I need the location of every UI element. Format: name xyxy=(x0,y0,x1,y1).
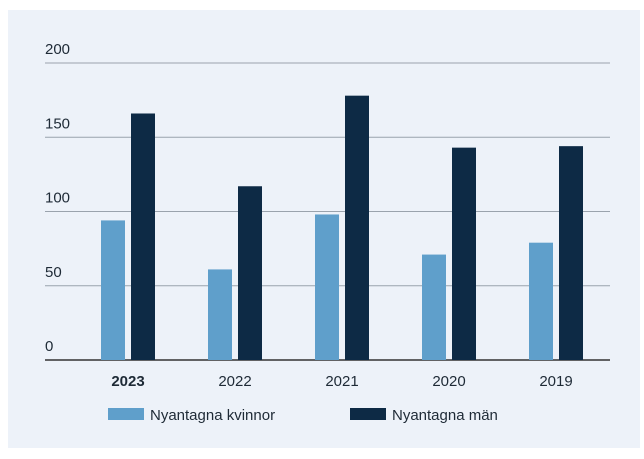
bar xyxy=(208,269,232,360)
x-tick-label: 2020 xyxy=(432,373,465,390)
bar xyxy=(422,254,446,360)
bar xyxy=(529,242,553,360)
legend-label: Nyantagna män xyxy=(392,407,498,424)
bar xyxy=(101,220,125,360)
bar xyxy=(452,147,476,360)
x-tick-label: 2021 xyxy=(325,373,358,390)
y-tick-label: 100 xyxy=(45,190,70,207)
legend-swatch xyxy=(350,408,386,420)
bar xyxy=(315,214,339,360)
y-tick-label: 0 xyxy=(45,338,53,355)
x-tick-label: 2019 xyxy=(539,373,572,390)
y-tick-label: 50 xyxy=(45,264,62,281)
y-tick-label: 200 xyxy=(45,41,70,58)
x-tick-label: 2022 xyxy=(218,373,251,390)
bar xyxy=(238,186,262,360)
bar xyxy=(559,146,583,360)
y-tick-label: 150 xyxy=(45,115,70,132)
bar xyxy=(345,95,369,361)
legend-label: Nyantagna kvinnor xyxy=(150,407,275,424)
legend-swatch xyxy=(108,408,144,420)
bar xyxy=(131,113,155,361)
x-tick-label: 2023 xyxy=(111,373,144,390)
